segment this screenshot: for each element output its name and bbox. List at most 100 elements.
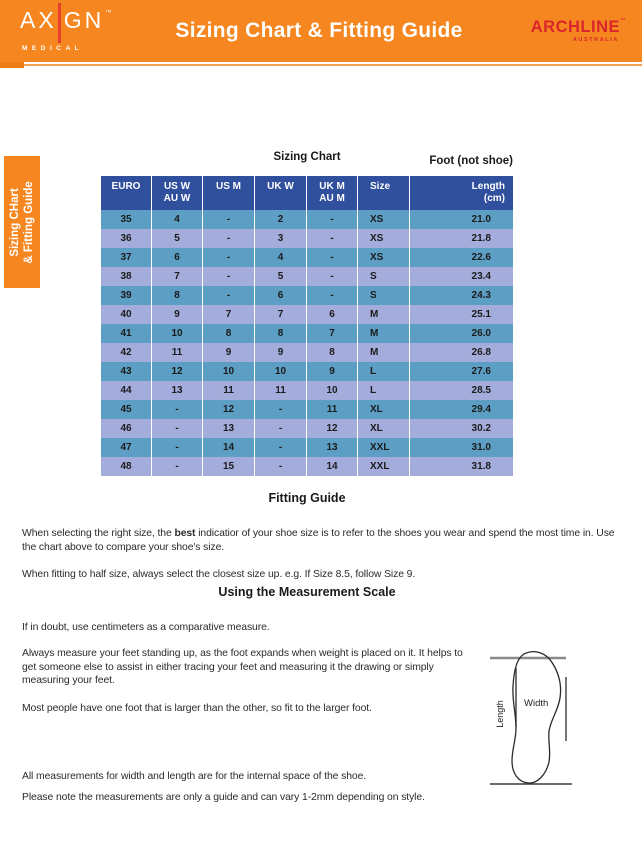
table-cell: - bbox=[255, 419, 307, 438]
table-cell: 7 bbox=[152, 267, 203, 286]
foot-measurement-diagram: Width Length bbox=[490, 651, 572, 785]
table-cell: - bbox=[307, 248, 358, 267]
axign-wordmark: AX GN ™ bbox=[20, 3, 140, 44]
axign-medical-logo: AX GN ™ MEDICAL bbox=[20, 3, 140, 53]
page-title: Sizing Chart & Fitting Guide bbox=[175, 19, 463, 42]
table-cell: 45 bbox=[101, 400, 152, 419]
table-cell: L bbox=[358, 362, 410, 381]
table-cell: 3 bbox=[255, 229, 307, 248]
table-cell: 7 bbox=[255, 305, 307, 324]
table-cell: XXL bbox=[358, 457, 410, 476]
column-header: US M bbox=[203, 176, 255, 210]
table-cell: 40 bbox=[101, 305, 152, 324]
foot-not-shoe-note: Foot (not shoe) bbox=[429, 155, 513, 167]
table-cell: 8 bbox=[255, 324, 307, 343]
table-cell: 11 bbox=[203, 381, 255, 400]
measurement-paragraph-4: All measurements for width and length ar… bbox=[22, 771, 367, 783]
table-cell: 15 bbox=[203, 457, 255, 476]
fitting-guide-heading: Fitting Guide bbox=[268, 491, 346, 505]
table-cell: 39 bbox=[101, 286, 152, 305]
table-cell: - bbox=[307, 286, 358, 305]
side-tab-line1: Sizing CHart bbox=[8, 187, 21, 257]
fitting-guide-paragraph-1: When selecting the right size, the best … bbox=[22, 527, 622, 554]
table-row: 40 9 7 7 6 M 25.1 bbox=[101, 305, 513, 324]
fitting-guide-paragraph-2: When fitting to half size, always select… bbox=[22, 569, 416, 581]
axign-text-left: AX bbox=[20, 7, 57, 34]
table-cell: 42 bbox=[101, 343, 152, 362]
table-cell: 29.4 bbox=[471, 404, 491, 415]
table-cell: 8 bbox=[203, 324, 255, 343]
table-cell: 12 bbox=[152, 362, 203, 381]
axign-red-stroke-icon bbox=[57, 3, 61, 44]
header-banner: AX GN ™ MEDICAL Sizing Chart & Fitting G… bbox=[0, 0, 642, 62]
table-cell: M bbox=[358, 305, 410, 324]
table-cell: - bbox=[152, 438, 203, 457]
width-label: Width bbox=[524, 698, 548, 709]
table-cell: 5 bbox=[255, 267, 307, 286]
table-cell: L bbox=[358, 381, 410, 400]
banner-divider-line bbox=[0, 64, 642, 66]
table-cell: - bbox=[203, 286, 255, 305]
bold-word: best bbox=[174, 528, 196, 540]
table-cell: S bbox=[358, 286, 410, 305]
table-cell: - bbox=[203, 267, 255, 286]
table-row: 47-14-13 XXL 31.0 bbox=[101, 438, 513, 457]
table-cell: - bbox=[203, 248, 255, 267]
table-cell: 31.8 bbox=[471, 461, 491, 472]
archline-australia-label: AUSTRALIA bbox=[572, 36, 619, 43]
table-cell: 31.0 bbox=[471, 442, 491, 453]
table-cell: 9 bbox=[307, 362, 358, 381]
table-cell: 26.0 bbox=[471, 328, 491, 339]
table-row: 45-12-11 XL 29.4 bbox=[101, 400, 513, 419]
table-row: 38 7-5- S 23.4 bbox=[101, 267, 513, 286]
axign-medical-label: MEDICAL bbox=[22, 45, 84, 53]
table-cell: 38 bbox=[101, 267, 152, 286]
table-row: 42 11 9 9 8 M 26.8 bbox=[101, 343, 513, 362]
table-cell: XL bbox=[358, 400, 410, 419]
table-cell: 21.0 bbox=[471, 214, 491, 225]
table-cell: 9 bbox=[203, 343, 255, 362]
table-cell: 25.1 bbox=[471, 309, 491, 320]
table-cell: - bbox=[255, 438, 307, 457]
archline-text: ARCHLINE bbox=[530, 18, 620, 36]
table-cell: 21.8 bbox=[471, 233, 491, 244]
table-cell: 10 bbox=[307, 381, 358, 400]
paragraph-text: When selecting the right size, the bbox=[22, 528, 175, 540]
table-cell: 10 bbox=[203, 362, 255, 381]
table-cell: XS bbox=[358, 248, 410, 267]
archline-logo: ARCHLINE ™ AUSTRALIA bbox=[498, 18, 626, 43]
measurement-paragraph-1: If in doubt, use centimeters as a compar… bbox=[22, 622, 270, 634]
measurement-paragraph-2: Always measure your feet standing up, as… bbox=[22, 648, 463, 687]
table-cell: 12 bbox=[203, 400, 255, 419]
table-cell: - bbox=[255, 400, 307, 419]
table-row: 39 8-6- S 24.3 bbox=[101, 286, 513, 305]
table-cell: 9 bbox=[255, 343, 307, 362]
table-cell: - bbox=[152, 457, 203, 476]
table-cell: 35 bbox=[101, 210, 152, 229]
table-cell: - bbox=[203, 210, 255, 229]
table-cell: 13 bbox=[152, 381, 203, 400]
table-cell: 48 bbox=[101, 457, 152, 476]
table-cell: 46 bbox=[101, 419, 152, 438]
table-cell: XS bbox=[358, 210, 410, 229]
table-cell: 36 bbox=[101, 229, 152, 248]
table-cell: 5 bbox=[152, 229, 203, 248]
column-header: US W AU W bbox=[152, 176, 203, 210]
side-tab-label: Sizing CHart & Fitting Guide bbox=[8, 181, 37, 263]
table-row: 46-13-12 XL 30.2 bbox=[101, 419, 513, 438]
table-cell: - bbox=[307, 267, 358, 286]
measurement-scale-heading: Using the Measurement Scale bbox=[218, 585, 396, 599]
table-cell: - bbox=[152, 419, 203, 438]
table-cell: 30.2 bbox=[471, 423, 491, 434]
table-cell: XL bbox=[358, 419, 410, 438]
table-cell: 8 bbox=[152, 286, 203, 305]
table-cell: 6 bbox=[152, 248, 203, 267]
table-cell: 11 bbox=[152, 343, 203, 362]
table-cell: - bbox=[152, 400, 203, 419]
table-cell: - bbox=[307, 229, 358, 248]
table-cell: 23.4 bbox=[471, 271, 491, 282]
column-header: UK M AU M bbox=[307, 176, 358, 210]
table-cell: 4 bbox=[152, 210, 203, 229]
table-cell: 14 bbox=[307, 457, 358, 476]
table-cell: 6 bbox=[307, 305, 358, 324]
